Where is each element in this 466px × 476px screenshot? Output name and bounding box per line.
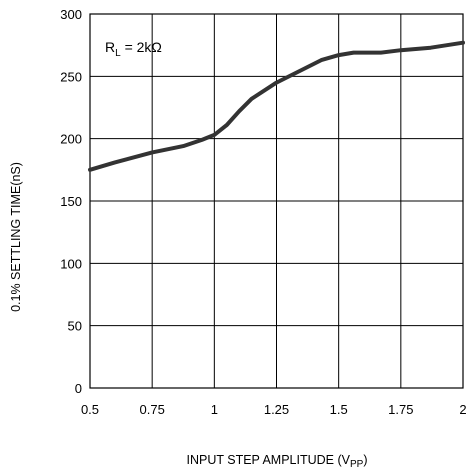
y-tick-label: 250: [60, 69, 82, 84]
x-tick-label: 2: [459, 402, 466, 417]
x-axis-label: INPUT STEP AMPLITUDE (VPP): [187, 453, 368, 470]
load-resistance-annotation: RL = 2kΩ: [105, 39, 162, 59]
x-tick-label: 0.5: [81, 402, 99, 417]
y-tick-label: 100: [60, 256, 82, 271]
x-tick-label: 1: [211, 402, 218, 417]
plot-frame: [89, 13, 464, 389]
x-tick-labels: 0.5 0.75 1 1.25 1.5 1.75 2: [81, 402, 466, 417]
y-tick-label: 200: [60, 132, 82, 147]
series-line-0: [88, 40, 465, 172]
x-tick-label: 1.25: [264, 402, 289, 417]
y-tick-label: 50: [68, 319, 82, 334]
y-tick-labels: 0 50 100 150 200 250 300: [60, 7, 82, 396]
y-axis-label: 0.1% SETTLING TIME(nS): [9, 162, 23, 312]
y-tick-label: 150: [60, 194, 82, 209]
x-tick-label: 0.75: [140, 402, 165, 417]
y-tick-label: 0: [75, 381, 82, 396]
x-tick-label: 1.5: [330, 402, 348, 417]
series-group: [88, 40, 465, 172]
x-tick-label: 1.75: [388, 402, 413, 417]
y-tick-label: 300: [60, 7, 82, 22]
grid: [89, 13, 464, 389]
